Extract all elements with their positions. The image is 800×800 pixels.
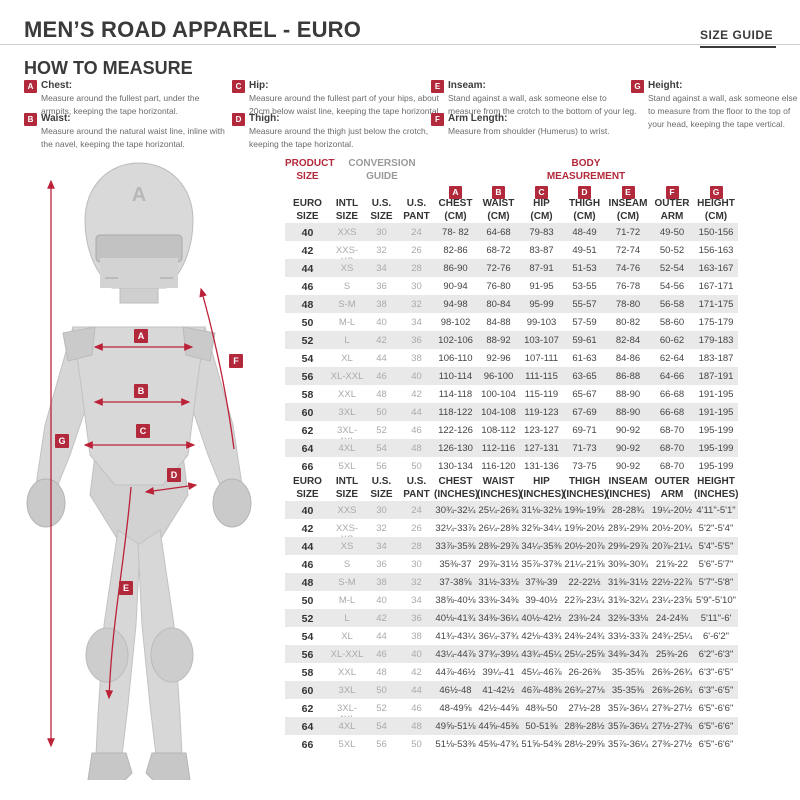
svg-text:A: A (132, 184, 146, 206)
